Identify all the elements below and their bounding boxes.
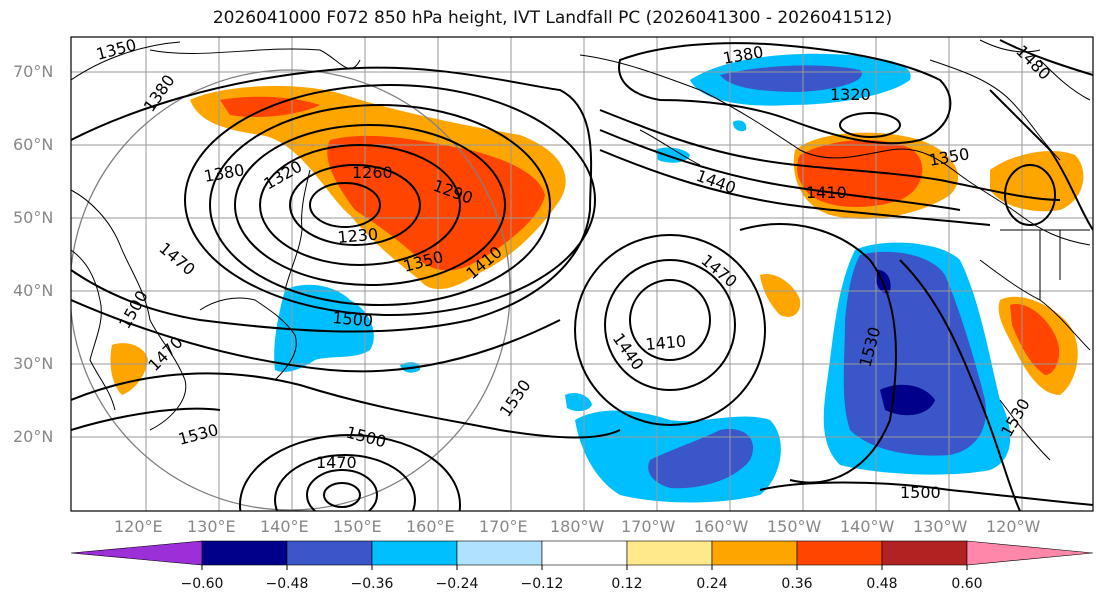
contour-label: 1470 [316, 453, 357, 472]
colorbar-tick-label: −0.36 [350, 576, 394, 592]
lon-label: 150°W [767, 517, 822, 536]
colorbar-tick-label: 0.60 [951, 576, 983, 592]
contour-label: 1410 [806, 183, 847, 202]
lat-label: 20°N [13, 427, 54, 446]
lat-label: 50°N [13, 208, 54, 227]
contour-label: 1500 [332, 308, 374, 330]
colorbar-tick-label: −0.48 [265, 576, 309, 592]
ivt-positive-gulf [110, 132, 1084, 395]
lon-label: 180°W [550, 517, 605, 536]
lat-label: 70°N [13, 62, 54, 81]
colorbar-tick-label: 0.48 [866, 576, 898, 592]
contour-label: 1260 [352, 163, 393, 182]
lon-label: 170°W [621, 517, 676, 536]
map-title: 2026041000 F072 850 hPa height, IVT Land… [212, 8, 893, 28]
lon-label: 140°E [260, 517, 309, 536]
contour-label: 1410 [645, 332, 687, 354]
height-contours [71, 39, 1093, 511]
colorbar-tick-label: −0.12 [520, 576, 564, 592]
lon-label: 150°E [333, 517, 382, 536]
lon-label: 120°E [114, 517, 163, 536]
contour-label: 1230 [337, 225, 379, 247]
colorbar-tick-label: 0.12 [611, 576, 643, 592]
colorbar-tick-label: −0.24 [435, 576, 479, 592]
colorbar-tick-label: 0.36 [781, 576, 813, 592]
lon-label: 160°W [694, 517, 749, 536]
landfall-circle [71, 69, 511, 511]
lon-label: 130°W [913, 517, 968, 536]
lon-label: 160°E [406, 517, 455, 536]
colorbar-tick-label: −0.60 [180, 576, 224, 592]
lat-label: 60°N [13, 135, 54, 154]
lon-label: 170°E [479, 517, 528, 536]
lat-label: 30°N [13, 354, 54, 373]
lat-label: 40°N [13, 281, 54, 300]
ivt-negative-east [274, 242, 1011, 503]
coastlines [71, 39, 1091, 461]
contour-label: 1320 [830, 85, 871, 104]
lon-label: 140°W [840, 517, 895, 536]
colorbar-tick-label: 0.24 [696, 576, 728, 592]
contour-label: 1500 [900, 483, 941, 502]
lon-label: 120°W [986, 517, 1041, 536]
lon-label: 130°E [187, 517, 236, 536]
